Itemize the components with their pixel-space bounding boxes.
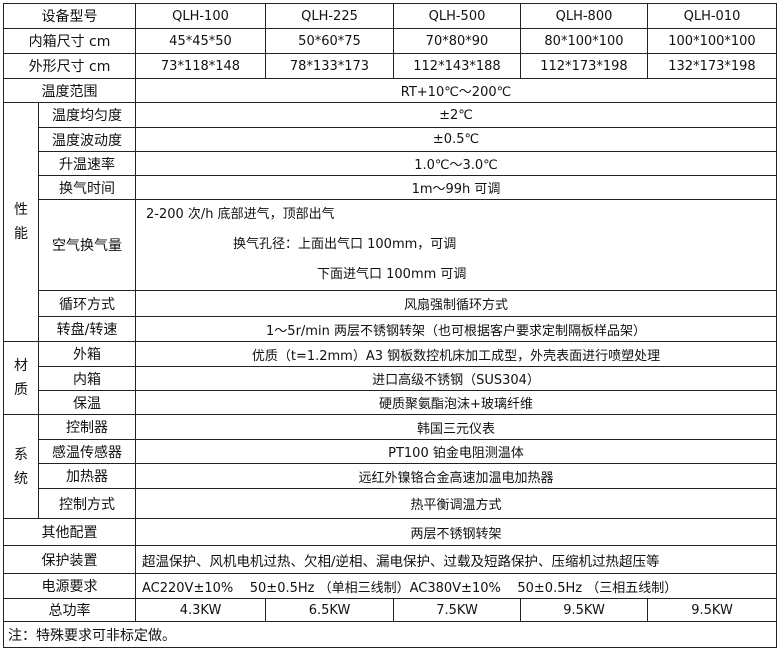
heating-rate-label: 升温速率 (38, 151, 136, 176)
air-exchange-line: 2-200 次/h 底部进气，顶部出气 (146, 207, 335, 222)
row-control-mode: 控制方式 热平衡调温方式 (4, 488, 777, 519)
row-insulation: 保温 硬质聚氨酯泡沫+玻璃纤维 (4, 390, 777, 415)
fluctuation-label: 温度波动度 (38, 127, 136, 152)
power-supply-label: 电源要求 (3, 573, 136, 599)
fluctuation-value: ±0.5℃ (135, 127, 777, 152)
air-exchange-label: 空气换气量 (38, 199, 136, 291)
row-temp-range: 温度范围 RT+10℃～200℃ (3, 78, 777, 103)
row-ventilation-time: 换气时间 1m～99h 可调 (4, 175, 777, 200)
model-cell: QLH-100 (135, 3, 266, 29)
sensor-value: PT100 铂金电阻测温体 (135, 439, 777, 464)
total-power-cell: 9.5KW (647, 598, 777, 622)
total-power-cell: 4.3KW (135, 598, 266, 622)
outer-size-cell: 112*143*188 (393, 53, 521, 79)
inner-box-value: 进口高级不锈钢（SUS304） (135, 366, 777, 391)
inner-size-cell: 70*80*90 (393, 28, 521, 54)
outer-box-label: 外箱 (38, 341, 136, 367)
power-supply-value: AC220V±10% 50±0.5Hz （单相三线制）AC380V±10% 50… (135, 573, 777, 599)
outer-size-cell: 73*118*148 (135, 53, 266, 79)
heater-label: 加热器 (38, 463, 136, 489)
row-outer-box: 材质 外箱 优质（t=1.2mm）A3 钢板数控机床加工成型，外壳表面进行喷塑处… (3, 341, 777, 415)
model-cell: QLH-500 (393, 3, 521, 29)
row-sensor: 感温传感器 PT100 铂金电阻测温体 (4, 439, 777, 464)
note: 注：特殊要求可非标定做。 (3, 621, 777, 648)
outer-size-cell: 132*173*198 (647, 53, 777, 79)
row-power-supply: 电源要求 AC220V±10% 50±0.5Hz （单相三线制）AC380V±1… (3, 573, 777, 599)
row-air-exchange: 空气换气量 2-200 次/h 底部进气，顶部出气 换气孔径：上面出气口 100… (4, 199, 777, 291)
inner-size-label: 内箱尺寸 cm (3, 28, 136, 54)
model-cell: QLH-010 (647, 3, 777, 29)
row-controller: 系统 控制器 韩国三元仪表 (3, 414, 777, 519)
total-power-cell: 6.5KW (265, 598, 394, 622)
row-fluctuation: 温度波动度 ±0.5℃ (4, 127, 777, 152)
ventilation-time-value: 1m～99h 可调 (135, 175, 777, 200)
row-model: 设备型号 QLH-100 QLH-225 QLH-500 QLH-800 QLH… (3, 3, 777, 29)
outer-box-value: 优质（t=1.2mm）A3 钢板数控机床加工成型，外壳表面进行喷塑处理 (135, 341, 777, 367)
heater-value: 远红外镍铬合金高速加温电加热器 (135, 463, 777, 489)
inner-size-cell: 80*100*100 (520, 28, 648, 54)
outer-size-cell: 78*133*173 (265, 53, 394, 79)
system-section: 系统 (3, 414, 39, 519)
temp-range-label: 温度范围 (3, 78, 136, 103)
turntable-value: 1～5r/min 两层不锈钢转架（也可根据客户要求定制隔板样品架） (135, 316, 777, 342)
row-turntable: 转盘/转速 1～5r/min 两层不锈钢转架（也可根据客户要求定制隔板样品架） (4, 316, 777, 342)
other-config-label: 其他配置 (3, 518, 136, 546)
insulation-value: 硬质聚氨酯泡沫+玻璃纤维 (135, 390, 777, 415)
control-mode-label: 控制方式 (38, 488, 136, 519)
control-mode-value: 热平衡调温方式 (135, 488, 777, 519)
spec-table: 设备型号 QLH-100 QLH-225 QLH-500 QLH-800 QLH… (3, 3, 777, 648)
row-heater: 加热器 远红外镍铬合金高速加温电加热器 (4, 463, 777, 489)
row-protection: 保护装置 超温保护、风机电机过热、欠相/逆相、漏电保护、过载及短路保护、压缩机过… (3, 545, 777, 574)
air-exchange-line: 下面进气口 100mm 可调 (317, 267, 467, 282)
row-other-config: 其他配置 两层不锈钢转架 (3, 518, 777, 546)
turntable-label: 转盘/转速 (38, 316, 136, 342)
other-config-value: 两层不锈钢转架 (135, 518, 777, 546)
controller-label: 控制器 (38, 414, 136, 440)
air-exchange-value: 2-200 次/h 底部进气，顶部出气 换气孔径：上面出气口 100mm，可调 … (135, 199, 777, 291)
heating-rate-value: 1.0℃～3.0℃ (135, 151, 777, 176)
row-inner-size: 内箱尺寸 cm 45*45*50 50*60*75 70*80*90 80*10… (3, 28, 777, 54)
uniformity-value: ±2℃ (135, 102, 777, 128)
row-inner-box: 内箱 进口高级不锈钢（SUS304） (4, 366, 777, 391)
uniformity-label: 温度均匀度 (38, 102, 136, 128)
circulation-value: 风扇强制循环方式 (135, 290, 777, 317)
row-circulation: 循环方式 风扇强制循环方式 (4, 290, 777, 317)
temp-range-value: RT+10℃～200℃ (135, 78, 777, 103)
row-uniformity: 性能 温度均匀度 ±2℃ (3, 102, 777, 342)
total-power-label: 总功率 (3, 598, 136, 622)
row-total-power: 总功率 4.3KW 6.5KW 7.5KW 9.5KW 9.5KW (3, 598, 777, 622)
sensor-label: 感温传感器 (38, 439, 136, 464)
material-section: 材质 (3, 341, 39, 415)
total-power-cell: 9.5KW (520, 598, 648, 622)
protection-value: 超温保护、风机电机过热、欠相/逆相、漏电保护、过载及短路保护、压缩机过热超压等 (135, 545, 777, 574)
total-power-cell: 7.5KW (393, 598, 521, 622)
air-exchange-line: 换气孔径：上面出气口 100mm，可调 (233, 237, 457, 252)
circulation-label: 循环方式 (38, 290, 136, 317)
model-label: 设备型号 (3, 3, 136, 29)
inner-box-label: 内箱 (38, 366, 136, 391)
ventilation-time-label: 换气时间 (38, 175, 136, 200)
outer-size-cell: 112*173*198 (520, 53, 648, 79)
outer-size-label: 外形尺寸 cm (3, 53, 136, 79)
performance-section: 性能 (3, 102, 39, 342)
controller-value: 韩国三元仪表 (135, 414, 777, 440)
row-heating-rate: 升温速率 1.0℃～3.0℃ (4, 151, 777, 176)
inner-size-cell: 45*45*50 (135, 28, 266, 54)
inner-size-cell: 100*100*100 (647, 28, 777, 54)
inner-size-cell: 50*60*75 (265, 28, 394, 54)
model-cell: QLH-225 (265, 3, 394, 29)
row-outer-size: 外形尺寸 cm 73*118*148 78*133*173 112*143*18… (3, 53, 777, 79)
insulation-label: 保温 (38, 390, 136, 415)
row-note: 注：特殊要求可非标定做。 (3, 621, 777, 648)
model-cell: QLH-800 (520, 3, 648, 29)
protection-label: 保护装置 (3, 545, 136, 574)
